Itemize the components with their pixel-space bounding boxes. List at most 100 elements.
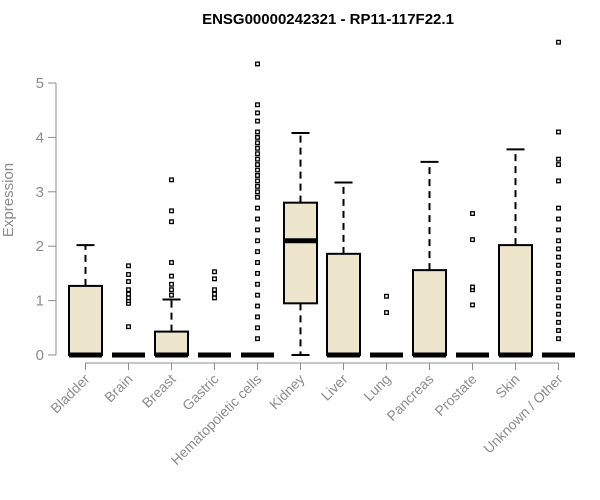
y-axis-label: Expression bbox=[0, 163, 17, 237]
outlier-point bbox=[255, 194, 260, 200]
box-unknown-other bbox=[542, 39, 575, 358]
outlier-point bbox=[255, 336, 260, 342]
box-gastric bbox=[198, 269, 231, 358]
y-tick-label: 3 bbox=[36, 184, 44, 201]
outlier-point bbox=[384, 293, 389, 299]
outlier-point bbox=[255, 183, 260, 189]
boxes bbox=[68, 39, 575, 358]
outlier-point bbox=[169, 260, 174, 265]
outlier-point bbox=[255, 281, 260, 287]
outlier-point bbox=[212, 295, 217, 301]
box-skin bbox=[498, 148, 533, 358]
outlier-point bbox=[255, 178, 260, 184]
outlier-point bbox=[255, 110, 260, 116]
x-tick-label: Brain bbox=[101, 371, 135, 405]
outlier-point bbox=[384, 310, 389, 316]
outlier-point bbox=[556, 328, 561, 333]
x-tick-label: Prostate bbox=[431, 371, 479, 419]
outlier-point bbox=[255, 189, 260, 195]
outlier-point bbox=[169, 287, 174, 293]
outlier-point bbox=[255, 156, 260, 162]
outlier-point bbox=[556, 295, 561, 301]
box-hematopoietic-cells bbox=[241, 61, 274, 358]
outlier-point bbox=[470, 211, 475, 217]
outlier-point bbox=[255, 118, 260, 124]
outlier-point bbox=[212, 291, 217, 297]
outlier-point bbox=[169, 219, 174, 225]
y-tick-label: 0 bbox=[36, 347, 44, 364]
x-tick-label: Skin bbox=[492, 371, 523, 402]
outlier-point bbox=[556, 319, 561, 325]
outlier-point bbox=[255, 292, 260, 298]
outlier-point bbox=[556, 216, 561, 222]
outlier-point bbox=[556, 156, 561, 162]
outlier-point bbox=[556, 311, 561, 317]
outlier-point bbox=[556, 162, 561, 168]
y-tick-label: 2 bbox=[36, 238, 44, 255]
outlier-point bbox=[255, 325, 260, 331]
x-tick-label: Unknown / Other bbox=[480, 371, 566, 457]
outlier-point bbox=[556, 246, 561, 252]
outlier-point bbox=[556, 39, 561, 45]
outlier-point bbox=[556, 178, 561, 184]
outlier-point bbox=[556, 262, 561, 268]
x-tick-label: Breast bbox=[139, 371, 179, 411]
chart-title: ENSG00000242321 - RP11-117F22.1 bbox=[202, 11, 454, 28]
box-body bbox=[412, 269, 447, 356]
outlier-point bbox=[169, 292, 174, 298]
y-tick-label: 1 bbox=[36, 293, 44, 310]
outlier-point bbox=[126, 291, 131, 297]
outlier-point bbox=[556, 287, 561, 293]
x-tick-label: Lung bbox=[360, 371, 393, 404]
box-breast bbox=[154, 177, 189, 358]
outlier-point bbox=[212, 269, 217, 275]
y-axis: 0 1 2 3 4 5 bbox=[36, 75, 57, 364]
outlier-point bbox=[470, 302, 475, 308]
box-lung bbox=[370, 293, 403, 358]
outlier-point bbox=[212, 276, 217, 282]
outlier-point bbox=[470, 284, 475, 290]
x-tick-label: Gastric bbox=[179, 371, 222, 414]
outlier-point bbox=[169, 177, 174, 183]
box-body bbox=[154, 330, 189, 357]
outlier-point bbox=[255, 227, 260, 233]
outlier-point bbox=[255, 102, 260, 108]
box-body bbox=[498, 244, 533, 356]
box-body bbox=[283, 201, 318, 305]
outlier-point bbox=[556, 238, 561, 244]
outlier-point bbox=[126, 324, 131, 330]
outlier-point bbox=[556, 227, 561, 233]
outlier-point bbox=[169, 281, 174, 287]
box-pancreas bbox=[412, 160, 447, 358]
outlier-point bbox=[556, 205, 561, 211]
outlier-point bbox=[255, 167, 260, 173]
outlier-point bbox=[556, 336, 561, 342]
x-tick-label: Bladder bbox=[47, 371, 93, 417]
outlier-point bbox=[255, 173, 260, 178]
outlier-point bbox=[255, 61, 260, 67]
outlier-point bbox=[255, 314, 260, 320]
outlier-point bbox=[255, 140, 260, 146]
y-tick-label: 4 bbox=[36, 129, 44, 146]
outlier-point bbox=[126, 295, 131, 301]
x-tick-label: Pancreas bbox=[383, 371, 436, 424]
outlier-point bbox=[255, 134, 260, 140]
box-liver bbox=[326, 181, 361, 358]
outlier-point bbox=[169, 273, 174, 279]
outlier-point bbox=[255, 260, 260, 265]
outlier-point bbox=[255, 270, 260, 276]
outlier-point bbox=[556, 270, 561, 276]
box-bladder bbox=[68, 244, 103, 358]
outlier-point bbox=[255, 216, 260, 222]
outlier-point bbox=[169, 208, 174, 214]
outlier-point bbox=[255, 129, 260, 135]
outlier-point bbox=[255, 238, 260, 244]
outlier-point bbox=[126, 263, 131, 269]
outlier-point bbox=[556, 279, 561, 285]
x-tick-label: Liver bbox=[318, 371, 351, 404]
y-tick-label: 5 bbox=[36, 75, 44, 92]
box-brain bbox=[112, 263, 145, 358]
outlier-point bbox=[556, 129, 561, 135]
outlier-point bbox=[255, 151, 260, 157]
